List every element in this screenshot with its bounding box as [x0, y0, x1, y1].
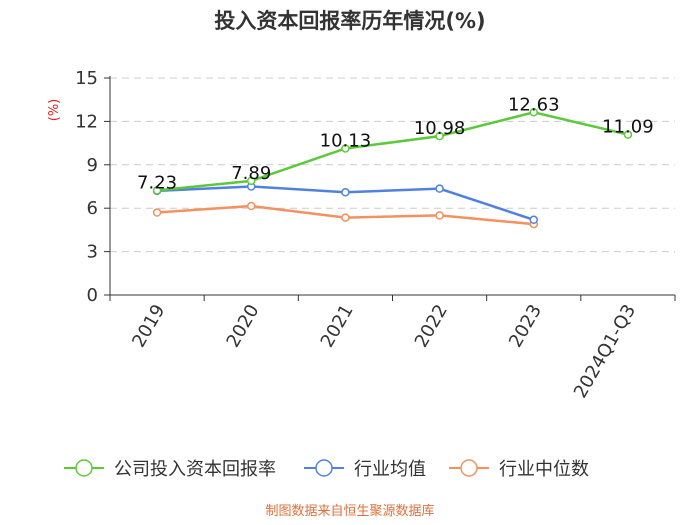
y-tick-label: 6	[87, 198, 98, 219]
data-label: 10.98	[414, 118, 466, 139]
y-axis-unit: (%)	[47, 99, 62, 122]
y-tick-label: 3	[87, 242, 98, 263]
legend-label: 行业均值	[354, 459, 426, 480]
legend-marker	[460, 459, 478, 477]
data-point	[247, 176, 256, 186]
data-point	[435, 131, 444, 141]
data-label: 11.09	[602, 117, 654, 138]
legend-item-1: 行业均值	[304, 459, 426, 480]
data-label: 10.13	[320, 130, 372, 151]
data-point	[529, 215, 538, 225]
data-point	[341, 213, 350, 222]
legend-marker	[315, 459, 333, 477]
y-tick-label: 12	[75, 111, 98, 132]
series-line	[156, 110, 629, 192]
x-tick-label: 2021	[317, 301, 358, 351]
y-tick-label: 0	[87, 285, 98, 306]
data-point	[152, 208, 162, 217]
data-point	[435, 211, 444, 220]
legend-item-0: 公司投入资本回报率	[64, 459, 276, 480]
chart-title: 投入资本回报率历年情况(%)	[214, 9, 485, 33]
legend-item-2: 行业中位数	[449, 459, 589, 480]
grid-lines	[110, 77, 675, 253]
data-label: 7.89	[231, 163, 271, 184]
x-tick-label: 2019	[128, 301, 169, 351]
data-point	[341, 144, 350, 153]
x-tick-label: 2023	[505, 301, 546, 351]
data-point	[152, 186, 162, 195]
legend-label: 公司投入资本回报率	[114, 459, 276, 480]
x-tick-label: 2020	[222, 301, 263, 351]
series-layer: 7.23 7.89 10.13 10.98 12.63 11.09	[137, 94, 654, 229]
y-tick-label: 15	[75, 68, 98, 89]
x-tick-label: 2022	[411, 301, 452, 351]
axes: 0 3 6 9 12 15 2019 2020 2021 2022 2023 2024Q1-Q3	[75, 68, 676, 402]
x-tick-label: 2024Q1-Q3	[570, 301, 640, 402]
source-note: 制图数据来自恒生聚源数据库	[265, 503, 434, 519]
series-2	[152, 201, 538, 229]
data-label: 12.63	[508, 94, 560, 115]
data-label: 7.23	[137, 172, 177, 193]
legend: 公司投入资本回报率 行业均值 行业中位数	[64, 459, 589, 480]
series-0	[152, 108, 633, 195]
y-tick-label: 9	[87, 155, 98, 176]
data-point	[623, 130, 633, 139]
data-point	[247, 201, 256, 211]
legend-label: 行业中位数	[499, 459, 589, 480]
legend-marker	[75, 459, 93, 477]
data-point	[529, 108, 538, 117]
data-point	[341, 188, 350, 197]
data-point	[435, 184, 444, 193]
